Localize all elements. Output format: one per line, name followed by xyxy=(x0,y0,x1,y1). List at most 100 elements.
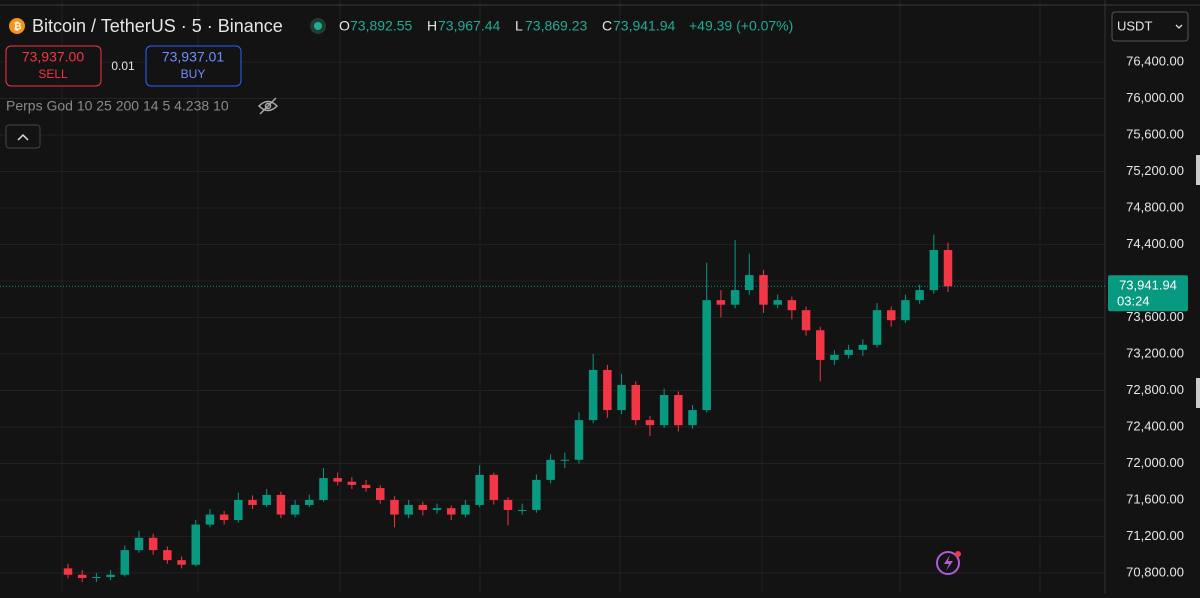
candle-body xyxy=(262,494,271,505)
ohlc-change: +49.39 (+0.07%) xyxy=(689,18,793,34)
candle-body xyxy=(191,524,200,565)
candle-body xyxy=(773,300,782,305)
candle-body xyxy=(901,300,910,321)
candle-body xyxy=(787,300,797,311)
candle-body xyxy=(120,550,130,575)
candle-body xyxy=(688,410,697,426)
buy-button[interactable] xyxy=(145,45,242,87)
candle-body xyxy=(645,420,655,426)
ohlc-high: 73,967.44 xyxy=(438,18,500,34)
candle-body xyxy=(177,560,186,565)
ohlc-letter: H xyxy=(427,18,437,34)
candle-body xyxy=(361,484,371,489)
candle-body xyxy=(702,300,711,411)
candle-body xyxy=(446,508,456,515)
candle-body xyxy=(134,537,144,551)
candle-body xyxy=(319,478,328,500)
y-tick-label: 75,200.00 xyxy=(1126,163,1184,178)
candle-body xyxy=(517,509,527,511)
lightning-button[interactable] xyxy=(936,551,961,575)
y-tick-label: 73,200.00 xyxy=(1126,345,1184,360)
candle-body xyxy=(674,395,683,426)
price-axis: 70,800.00 71,200.00 71,600.00 72,000.00 72,4… xyxy=(1108,53,1188,579)
candle-body xyxy=(106,574,115,578)
candle-body xyxy=(333,478,342,482)
candle-body xyxy=(77,574,87,578)
candle-body xyxy=(915,290,924,301)
ohlc-letter: C xyxy=(602,18,612,34)
ohlc-low: 73,869.23 xyxy=(525,18,587,34)
ohlc-letter: L xyxy=(515,18,523,34)
y-tick-label: 71,200.00 xyxy=(1126,528,1184,543)
candle-body xyxy=(248,499,257,505)
candle-body xyxy=(858,344,868,350)
ohlc-close: 73,941.94 xyxy=(613,18,675,34)
y-tick-label: 72,800.00 xyxy=(1126,382,1184,397)
y-tick-label: 74,400.00 xyxy=(1126,236,1184,251)
candle-body xyxy=(92,577,101,579)
scroll-handle[interactable] xyxy=(1196,155,1200,185)
candle-body xyxy=(475,474,484,505)
symbol-title: Bitcoin / TetherUS · 5 · Binance xyxy=(32,16,283,36)
candle-body xyxy=(759,275,768,305)
y-tick-label: 71,600.00 xyxy=(1126,491,1184,506)
currency-label: USDT xyxy=(1117,18,1152,33)
candle-body xyxy=(872,310,882,345)
candle-body xyxy=(574,420,584,460)
status-dot xyxy=(314,22,322,30)
sell-label: SELL xyxy=(38,67,68,81)
candle-body xyxy=(305,499,314,505)
buy-label: BUY xyxy=(181,67,206,81)
last-price-label: 73,941.94 xyxy=(1119,278,1177,293)
y-tick-label: 76,400.00 xyxy=(1126,53,1184,68)
candle-body xyxy=(418,504,428,510)
bitcoin-icon-glyph: ₿ xyxy=(14,21,22,33)
scroll-handle[interactable] xyxy=(1196,378,1200,408)
candle-body xyxy=(886,310,896,321)
countdown-label: 03:24 xyxy=(1117,294,1150,309)
y-tick-label: 76,000.00 xyxy=(1126,90,1184,105)
ohlc-open: 73,892.55 xyxy=(350,18,412,34)
candle-body xyxy=(290,504,300,515)
candle-body xyxy=(532,479,541,510)
candle-body xyxy=(489,474,499,500)
y-tick-label: 74,800.00 xyxy=(1126,199,1184,214)
candle-body xyxy=(816,330,825,360)
collapse-button[interactable] xyxy=(5,124,41,149)
candle-body xyxy=(432,508,442,510)
indicator-label: Perps God 10 25 200 14 5 4.238 10 xyxy=(6,98,229,114)
candle-body xyxy=(205,514,215,525)
candle-body xyxy=(234,499,243,521)
candle-body xyxy=(659,395,669,426)
candle-body xyxy=(631,384,640,421)
y-tick-label: 72,000.00 xyxy=(1126,455,1184,470)
hide-icon[interactable] xyxy=(257,97,279,115)
candle-body xyxy=(461,504,470,515)
candle-body xyxy=(560,459,570,461)
ohlc-letter: O xyxy=(339,18,350,34)
sell-price: 73,937.00 xyxy=(22,49,84,65)
candle-body xyxy=(63,568,73,575)
candle-body xyxy=(148,537,158,551)
candle-body xyxy=(546,459,555,480)
candle-body xyxy=(603,369,612,411)
bitcoin-icon xyxy=(9,18,25,34)
candle-body xyxy=(801,310,811,331)
candle-body xyxy=(163,550,172,561)
candle-body xyxy=(219,514,229,521)
candle-body xyxy=(390,499,399,515)
collapse-caret xyxy=(17,133,29,141)
candle-body xyxy=(745,275,754,291)
candle-body xyxy=(588,369,598,421)
last-price-tag xyxy=(1108,275,1188,312)
candle-body xyxy=(276,494,286,515)
currency-dropdown[interactable] xyxy=(1111,11,1189,42)
candle-body xyxy=(347,481,357,485)
y-tick-label: 75,600.00 xyxy=(1126,126,1184,141)
sell-button[interactable] xyxy=(5,45,102,87)
buy-price: 73,937.01 xyxy=(162,49,224,65)
y-tick-label: 72,400.00 xyxy=(1126,418,1184,433)
dropdown-caret xyxy=(1175,24,1183,29)
